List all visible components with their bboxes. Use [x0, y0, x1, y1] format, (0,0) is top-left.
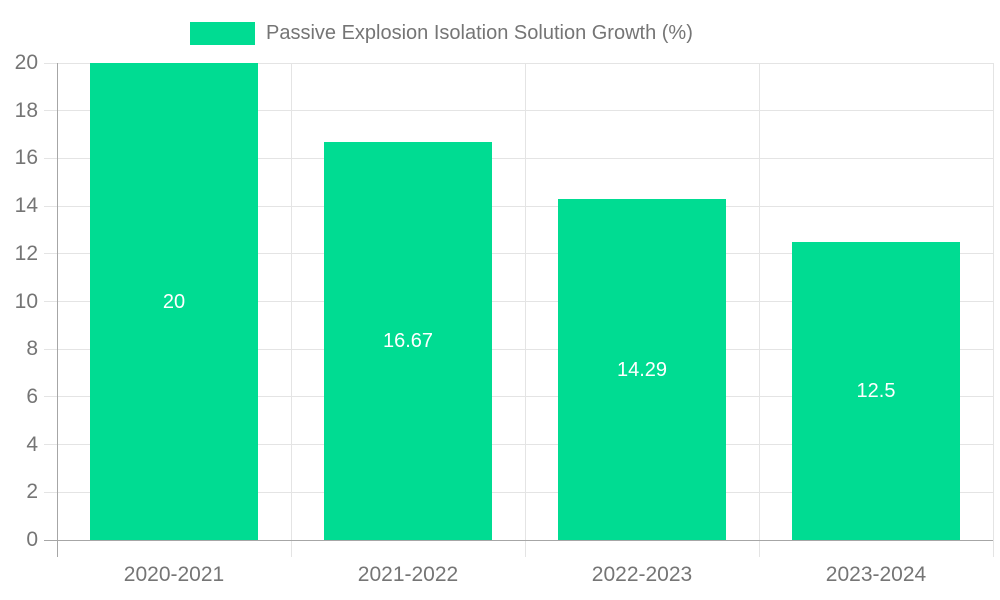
y-axis-label: 2	[26, 480, 38, 504]
x-tick	[524, 540, 526, 557]
y-axis-label: 12	[14, 241, 38, 265]
bar	[324, 142, 492, 540]
x-tick	[992, 540, 994, 557]
y-axis-label: 8	[26, 337, 38, 361]
legend-swatch	[190, 22, 255, 45]
bar-value-label: 20	[162, 290, 186, 313]
gridline-v	[758, 63, 760, 540]
y-tick	[44, 348, 57, 350]
chart-legend: Passive Explosion Isolation Solution Gro…	[190, 22, 693, 45]
y-axis-label: 18	[14, 98, 38, 122]
bar-value-label: 16.67	[382, 330, 434, 353]
x-axis-label: 2021-2022	[357, 563, 459, 586]
x-axis-label: 2020-2021	[123, 563, 225, 586]
gridline-v	[524, 63, 526, 540]
x-tick	[290, 540, 292, 557]
y-axis-label: 4	[26, 432, 38, 456]
y-axis-label: 0	[26, 528, 38, 551]
legend-label: Passive Explosion Isolation Solution Gro…	[266, 22, 693, 44]
bar-value-label: 14.29	[616, 358, 668, 381]
bar	[558, 199, 726, 540]
x-axis-label: 2022-2023	[591, 563, 693, 586]
y-axis-label: 16	[14, 146, 38, 170]
x-axis-line	[44, 539, 993, 541]
y-tick	[44, 110, 57, 112]
y-tick	[44, 301, 57, 302]
gridline-v	[290, 63, 292, 540]
y-axis-line	[56, 63, 58, 557]
y-tick	[44, 157, 57, 159]
y-axis-label: 20	[14, 51, 38, 74]
bar	[90, 63, 258, 540]
y-axis-label: 14	[14, 194, 38, 218]
y-axis-label: 6	[26, 384, 38, 408]
y-tick	[44, 205, 57, 207]
y-tick	[44, 253, 57, 255]
x-axis-label: 2023-2024	[825, 563, 927, 586]
y-tick	[44, 444, 57, 446]
x-tick	[758, 540, 760, 557]
bar-value-label: 12.5	[856, 379, 896, 402]
y-axis-label: 10	[14, 289, 38, 313]
y-tick	[44, 62, 57, 64]
y-tick	[44, 491, 57, 493]
y-tick	[44, 396, 57, 398]
bar	[792, 241, 960, 540]
gridline-v	[992, 63, 994, 540]
